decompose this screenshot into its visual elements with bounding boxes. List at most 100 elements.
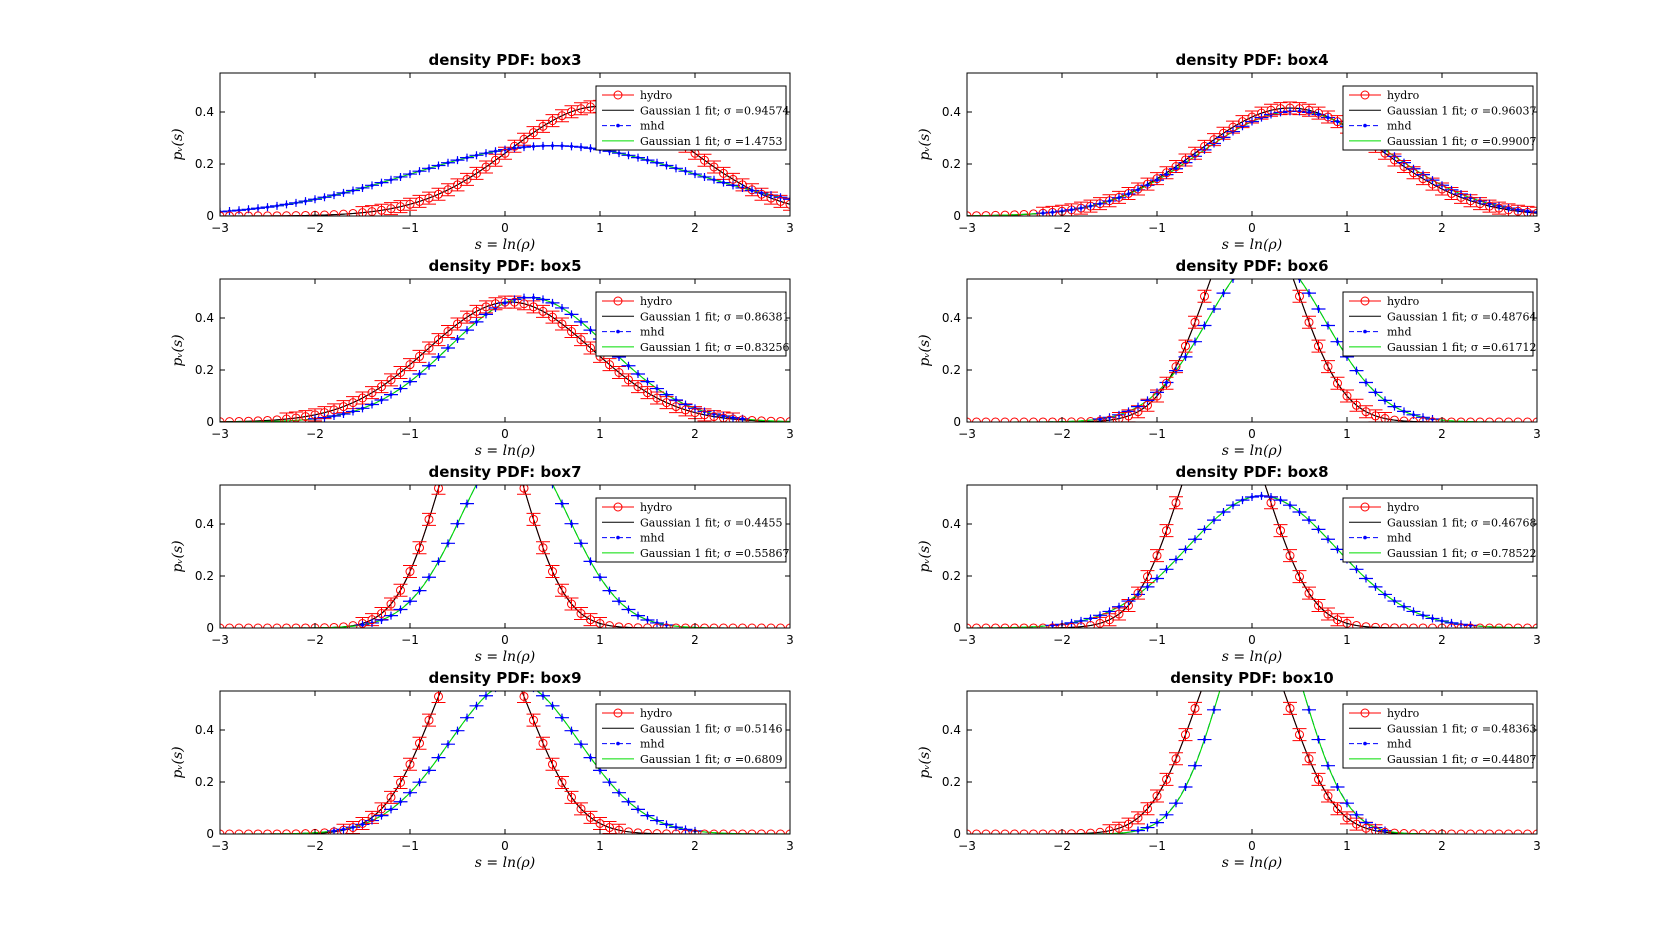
hydro-point (1124, 411, 1133, 421)
hydro-point (557, 111, 567, 121)
hydro-point (747, 623, 757, 628)
mhd-point (341, 827, 346, 831)
hydro-point (624, 827, 633, 834)
hydro-point (1304, 105, 1314, 115)
mhd-point (1240, 498, 1245, 502)
mhd-point (465, 156, 469, 160)
mhd-point (1079, 619, 1083, 623)
hydro-errorbar (479, 391, 493, 403)
hydro-point (1485, 623, 1494, 628)
legend-marker (613, 502, 623, 512)
hydro-point (1171, 754, 1181, 764)
hydro-point (1067, 622, 1076, 628)
hydro-point (453, 319, 462, 329)
mhd-errorbar (1274, 620, 1288, 628)
hydro-point (444, 453, 452, 461)
mhd-point (1288, 503, 1292, 507)
x-tick-label: 0 (501, 839, 509, 853)
mhd-point (1193, 764, 1197, 768)
mhd-point (246, 207, 251, 211)
hydro-point (614, 825, 624, 834)
legend: hydro Gaussian 1 fit; σ =0.96037 mhd Gaussi… (1342, 85, 1537, 151)
legend-box (1342, 703, 1534, 769)
mhd-errorbar (1226, 279, 1240, 283)
hydro-point (529, 715, 538, 725)
hydro-point (1181, 341, 1190, 351)
x-tick-label: −3 (958, 633, 976, 647)
hydro-point (1105, 196, 1114, 206)
hydro-point (443, 185, 453, 195)
mhd-point (360, 623, 365, 627)
hydro-point (624, 622, 633, 628)
legend: hydro Gaussian 1 fit; σ =0.94574 mhd Gaussi… (595, 85, 790, 151)
mhd-point (550, 704, 555, 708)
hydro-point (1095, 416, 1105, 422)
mhd-point (626, 364, 631, 368)
hydro-errorbar (1188, 441, 1202, 453)
y-axis-label: pᵥ(s) (170, 128, 186, 160)
hydro-point (491, 299, 500, 309)
mhd-errorbar (1283, 645, 1297, 653)
hydro-point (1276, 526, 1285, 536)
hydro-point (1010, 210, 1019, 216)
x-tick-label: 0 (501, 221, 509, 235)
legend: hydro Gaussian 1 fit; σ =0.46768 mhd Gaussi… (1342, 497, 1537, 563)
mhd-point (427, 166, 431, 170)
hydro-point (405, 759, 415, 769)
hydro-point (1333, 615, 1342, 625)
mhd-point (1155, 576, 1159, 581)
subplot-8: density PDF: box10 −3 −2 −1 0 1 2 3 0 0.2 0.4 s = l… (917, 620, 1541, 871)
hydro-point (1124, 600, 1133, 610)
y-tick-label: 0.2 (942, 157, 961, 171)
mhd-point (579, 541, 583, 545)
legend: hydro Gaussian 1 fit; σ =0.48764 mhd Gaussi… (1342, 291, 1537, 357)
x-axis-label: s = ln(ρ) (475, 855, 535, 871)
y-axis-label: pᵥ(s) (917, 746, 933, 778)
hydro-point (1171, 498, 1181, 508)
hydro-point (348, 621, 358, 628)
hydro-point (415, 351, 424, 361)
hydro-point (339, 209, 348, 216)
mhd-point (427, 575, 431, 579)
hydro-point (482, 629, 490, 637)
hydro-point (510, 297, 519, 307)
subplot-title: density PDF: box7 (428, 463, 581, 481)
x-axis-label: s = ln(ρ) (1222, 237, 1282, 253)
hydro-point (1371, 411, 1380, 421)
hydro-point (443, 327, 453, 337)
mhd-point (455, 522, 460, 526)
mhd-point (1497, 204, 1501, 208)
hydro-point (463, 404, 471, 412)
hydro-point (576, 104, 586, 114)
legend-label: Gaussian 1 fit; σ =0.48363 (1387, 722, 1537, 735)
hydro-point (1333, 804, 1342, 814)
hydro-point (1380, 827, 1390, 834)
mhd-point (1202, 737, 1207, 742)
mhd-point (398, 800, 403, 804)
hydro-point (776, 416, 785, 422)
legend-label: Gaussian 1 fit; σ =0.94574 (640, 104, 790, 117)
hydro-errorbar (1264, 220, 1278, 232)
x-tick-label: −1 (1148, 427, 1166, 441)
hydro-point (1295, 291, 1304, 301)
hydro-point (1114, 609, 1124, 619)
hydro-point (766, 416, 776, 422)
hydro-point (1437, 184, 1447, 194)
mhd-point (398, 607, 403, 612)
mhd-point (1221, 510, 1226, 514)
legend-marker (1363, 123, 1367, 128)
mhd-point (645, 380, 650, 384)
hydro-point (463, 637, 471, 645)
x-tick-label: 2 (1438, 221, 1446, 235)
mhd-point (389, 178, 393, 182)
mhd-point (569, 144, 574, 148)
hydro-point (1162, 526, 1171, 536)
mhd-point (1174, 801, 1178, 805)
y-tick-label: 0.2 (942, 569, 961, 583)
mhd-point (1260, 253, 1263, 256)
mhd-point (484, 151, 488, 155)
hydro-point (1390, 415, 1399, 422)
hydro-point (728, 174, 738, 184)
y-tick-label: 0 (206, 621, 214, 635)
mhd-point (332, 193, 336, 197)
